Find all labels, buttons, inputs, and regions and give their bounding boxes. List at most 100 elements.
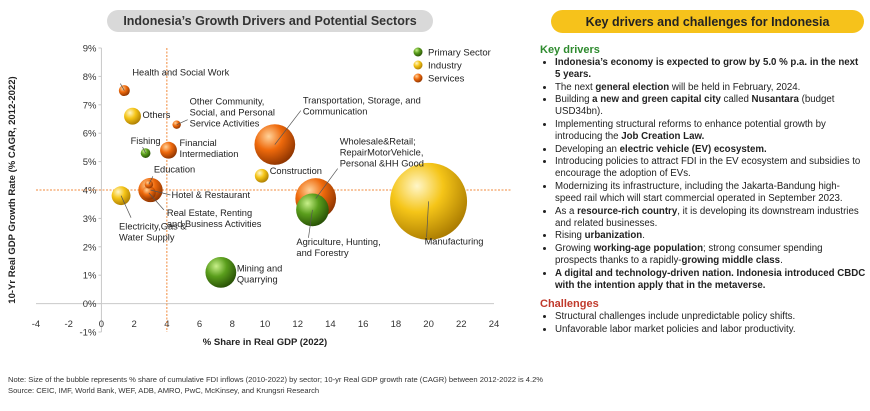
legend-marker — [413, 60, 423, 70]
legend-label: Primary Sector — [428, 48, 491, 59]
key-driver-text: Growing — [555, 243, 594, 254]
legend-marker — [413, 73, 423, 83]
bubble-label: Transportation, Storage, and Communicatio… — [303, 96, 421, 117]
bubble-label: Financial Intermediation — [179, 138, 238, 159]
key-driver-item: As a resource-rich country, it is develo… — [555, 206, 866, 230]
bubble-label-line: Social, and Personal — [190, 108, 275, 118]
bubble-label-line: Fishing — [131, 136, 161, 146]
key-driver-text: general election — [595, 81, 670, 93]
x-tick-label: 18 — [391, 319, 402, 330]
bubble-label: Real Estate, Renting and Business Activit… — [167, 208, 262, 229]
bubble-label: Health and Social Work — [132, 68, 229, 78]
y-axis-label: 10-Yr Real GDP Growth Rate (% CAGR, 2012… — [7, 76, 18, 303]
y-tick-label: 8% — [83, 72, 97, 83]
chart-title-banner: Indonesia’s Growth Drivers and Potential… — [107, 10, 433, 32]
leader-line — [148, 176, 154, 185]
key-driver-text: electric vehicle (EV) ecosystem. — [619, 143, 767, 155]
key-driver-text: . — [642, 230, 645, 242]
x-tick-label: 0 — [99, 319, 104, 330]
key-driver-text: A digital and technology-driven nation. … — [555, 267, 866, 291]
key-driver-text: Building — [555, 94, 593, 106]
key-driver-item: Building a new and green capital city ca… — [555, 94, 866, 118]
key-driver-text: a new and green capital city — [592, 94, 721, 106]
legend-label: Industry — [428, 61, 462, 72]
x-tick-label: 24 — [489, 319, 500, 330]
key-driver-text: Modernizing its infrastructure, includin… — [555, 181, 843, 205]
x-tick-label: 2 — [131, 319, 136, 330]
key-driver-text: Implementing structural reforms to enhan… — [555, 119, 826, 143]
key-drivers-heading: Key drivers — [540, 44, 600, 56]
bubble-label-line: Manufacturing — [425, 236, 484, 246]
bubble-label: Manufacturing — [425, 236, 484, 246]
x-tick-label: 12 — [292, 319, 303, 330]
bubble-label-line: Mining and — [237, 263, 282, 273]
y-tick-label: 5% — [83, 157, 97, 168]
bubble-label-line: Intermediation — [179, 149, 238, 159]
bubble-label-line: RepairMotorVehicle, — [340, 148, 424, 158]
challenges-list: Structural challenges include unpredicta… — [540, 311, 866, 336]
bubble-label-line: Communication — [303, 107, 368, 117]
y-tick-label: -1% — [80, 328, 97, 339]
bubble-labels: Health and Social Work Others Other Commun… — [119, 68, 483, 285]
bubble-label: Electricity,Gas & Water Supply — [119, 222, 187, 243]
leader-line — [274, 110, 302, 145]
key-driver-text: As a — [555, 205, 578, 217]
key-driver-text: urbanization — [584, 230, 643, 242]
bubble-label-line: Transportation, Storage, and — [303, 96, 421, 106]
key-driver-item: Indonesia’s economy is expected to grow … — [555, 57, 866, 81]
bubble-label-line: Construction — [270, 166, 322, 176]
bubble-label-line: Personal &HH Good — [340, 159, 424, 169]
y-tick-label: 0% — [83, 299, 97, 310]
bubble-label-line: Hotel & Restaurant — [172, 190, 251, 200]
key-driver-item: The next general election will be held i… — [555, 82, 866, 94]
bubble-label-line: Agriculture, Hunting, — [296, 237, 380, 247]
bubble-label-line: Real Estate, Renting — [167, 208, 252, 218]
key-driver-item: Growing working-age population; strong c… — [555, 243, 866, 267]
y-tick-label: 6% — [83, 129, 97, 140]
key-driver-text: Job Creation Law. — [621, 131, 705, 143]
x-tick-label: 10 — [260, 319, 271, 330]
key-driver-item: Modernizing its infrastructure, includin… — [555, 181, 866, 205]
key-driver-text: resource-rich country — [577, 205, 678, 217]
bubble-label: Wholesale&Retail; RepairMotorVehicle, Pers… — [340, 137, 424, 169]
key-driver-text: called — [720, 94, 752, 106]
key-driver-text: Nusantara — [751, 94, 799, 106]
key-driver-item: A digital and technology-driven nation. … — [555, 268, 866, 292]
key-driver-text: Introducing policies to attract FDI in t… — [555, 156, 861, 180]
leader-line — [426, 201, 429, 238]
leader-line — [120, 83, 125, 91]
y-tick-label: 3% — [83, 214, 97, 225]
x-tick-label: 22 — [456, 319, 467, 330]
challenge-item: Structural challenges include unpredicta… — [555, 311, 866, 323]
panel-title: Key drivers and challenges for Indonesia — [585, 14, 830, 29]
key-driver-text: Rising — [555, 230, 585, 242]
key-driver-text: (budget USD34bn). — [555, 94, 835, 118]
key-driver-text: The next — [555, 81, 596, 93]
bubble-label: Education — [154, 164, 195, 174]
bubble-label-line: and Forestry — [296, 248, 349, 258]
bubble — [160, 141, 177, 159]
bubble-chart: -1% 0% 1% 2% 3% 4% 5% 6% 7% 8% 9% -4 -2 0 24 6 8 10 12 14 16… — [7, 44, 512, 348]
x-axis-label: % Share in Real GDP (2022) — [203, 337, 327, 348]
y-tick-label: 7% — [83, 100, 97, 111]
bubble — [205, 256, 237, 288]
bubble-label-line: and Business Activities — [167, 219, 262, 229]
x-tick-label: 16 — [358, 319, 369, 330]
bubble-label-line: Wholesale&Retail; — [340, 137, 416, 147]
chart-title: Indonesia’s Growth Drivers and Potential… — [123, 14, 417, 28]
key-driver-item: Rising urbanization. — [555, 230, 866, 242]
footnote: Note: Size of the bubble represents % sh… — [8, 375, 543, 396]
key-driver-item: Introducing policies to attract FDI in t… — [555, 156, 866, 180]
key-driver-text: . — [780, 255, 783, 267]
bubble-label-line: Education — [154, 164, 195, 174]
key-driver-text: , it is developing its downstream indust… — [555, 205, 859, 229]
drivers-panel: Key drivers Indonesia’s economy is expec… — [540, 44, 866, 340]
bubble-label: Mining and Quarrying — [237, 263, 282, 284]
legend: Primary Sector Industry Services — [413, 47, 491, 85]
bubble-label-line: Financial — [179, 138, 216, 148]
bubble-label: Construction — [270, 166, 322, 176]
bubble-label: Agriculture, Hunting, and Forestry — [296, 237, 380, 258]
key-driver-item: Implementing structural reforms to enhan… — [555, 119, 866, 143]
key-driver-text: Developing an — [555, 143, 620, 155]
x-tick-label: -4 — [32, 319, 40, 330]
